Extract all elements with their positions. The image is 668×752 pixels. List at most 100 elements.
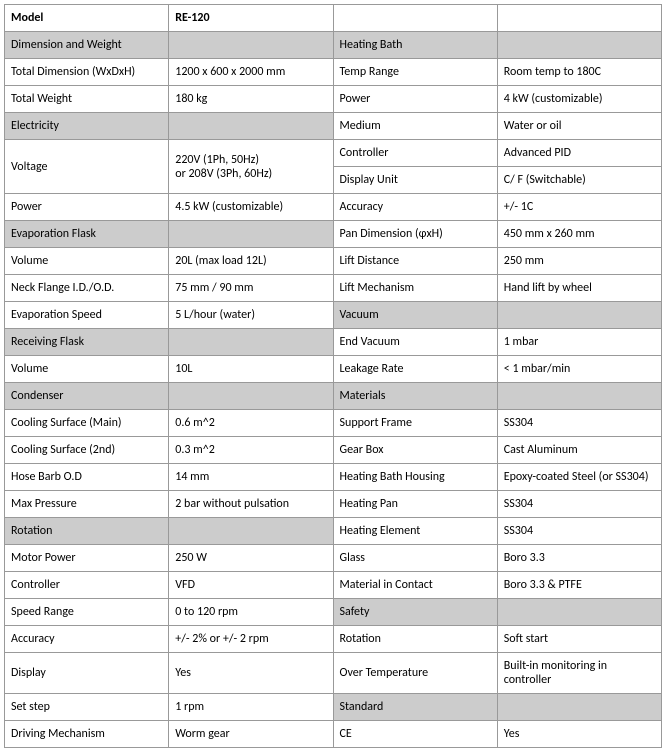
cell-2-c2: 180 kg <box>169 86 333 113</box>
table-row: Volume10LLeakage Rate< 1 mbar/min <box>5 356 662 383</box>
cell-9-c3: Lift Mechanism <box>333 275 497 302</box>
cell-8-c4: 250 mm <box>497 248 661 275</box>
cell-10-c4 <box>497 302 661 329</box>
cell-3-c3: Medium <box>333 113 497 140</box>
cell-21-c4 <box>497 599 661 626</box>
cell-22-c2: +/- 2% or +/- 2 rpm <box>169 626 333 653</box>
cell-3-c4: Water or oil <box>497 113 661 140</box>
cell-0-c1: Dimension and Weight <box>5 32 169 59</box>
cell-13-c3: Materials <box>333 383 497 410</box>
cell-23-c2: Yes <box>169 653 333 694</box>
cell-10-c1: Evaporation Speed <box>5 302 169 329</box>
cell-12-c4: < 1 mbar/min <box>497 356 661 383</box>
cell-h1: RE-120 <box>169 5 333 32</box>
cell-1-c2: 1200 x 600 x 2000 mm <box>169 59 333 86</box>
cell-15-c3: Gear Box <box>333 437 497 464</box>
cell-17-c2: 2 bar without pulsation <box>169 491 333 518</box>
cell-13-c2 <box>169 383 333 410</box>
cell-15-c1: Cooling Surface (2nd) <box>5 437 169 464</box>
cell-5-c4: C/ F (Switchable) <box>497 167 661 194</box>
cell-24-c2: 1 rpm <box>169 694 333 721</box>
cell-h0: Model <box>5 5 169 32</box>
cell-8-c1: Volume <box>5 248 169 275</box>
cell-12-c2: 10L <box>169 356 333 383</box>
cell-3-c1: Electricity <box>5 113 169 140</box>
cell-2-c4: 4 kW (customizable) <box>497 86 661 113</box>
cell-12-c3: Leakage Rate <box>333 356 497 383</box>
cell-18-c1: Rotation <box>5 518 169 545</box>
cell-23-c3: Over Temperature <box>333 653 497 694</box>
cell-9-c2: 75 mm / 90 mm <box>169 275 333 302</box>
table-row: Total Weight180 kgPower4 kW (customizabl… <box>5 86 662 113</box>
cell-25-c4: Yes <box>497 721 661 748</box>
cell-21-c1: Speed Range <box>5 599 169 626</box>
cell-19-c3: Glass <box>333 545 497 572</box>
cell-h2 <box>333 5 497 32</box>
cell-11-c1: Receiving Flask <box>5 329 169 356</box>
cell-23-c1: Display <box>5 653 169 694</box>
cell-25-c1: Driving Mechanism <box>5 721 169 748</box>
cell-24-c3: Standard <box>333 694 497 721</box>
cell-7-c4: 450 mm x 260 mm <box>497 221 661 248</box>
cell-3-c2 <box>169 113 333 140</box>
table-row: Driving MechanismWorm gearCEYes <box>5 721 662 748</box>
cell-21-c3: Safety <box>333 599 497 626</box>
cell-14-c4: SS304 <box>497 410 661 437</box>
table-row: Motor Power250 WGlassBoro 3.3 <box>5 545 662 572</box>
cell-23-c4: Built-in monitoring in controller <box>497 653 661 694</box>
cell-5-c3: Display Unit <box>333 167 497 194</box>
cell-1-c3: Temp Range <box>333 59 497 86</box>
cell-4-c1: Voltage <box>5 140 169 194</box>
cell-14-c1: Cooling Surface (Main) <box>5 410 169 437</box>
cell-25-c3: CE <box>333 721 497 748</box>
cell-22-c4: Soft start <box>497 626 661 653</box>
cell-17-c1: Max Pressure <box>5 491 169 518</box>
cell-6-c4: +/- 1C <box>497 194 661 221</box>
cell-1-c1: Total Dimension (WxDxH) <box>5 59 169 86</box>
cell-20-c2: VFD <box>169 572 333 599</box>
cell-24-c1: Set step <box>5 694 169 721</box>
cell-6-c1: Power <box>5 194 169 221</box>
cell-13-c1: Condenser <box>5 383 169 410</box>
cell-11-c4: 1 mbar <box>497 329 661 356</box>
table-row: Volume20L (max load 12L)Lift Distance250… <box>5 248 662 275</box>
table-row: Voltage220V (1Ph, 50Hz)or 208V (3Ph, 60H… <box>5 140 662 167</box>
cell-9-c4: Hand lift by wheel <box>497 275 661 302</box>
cell-6-c2: 4.5 kW (customizable) <box>169 194 333 221</box>
cell-17-c3: Heating Pan <box>333 491 497 518</box>
cell-8-c3: Lift Distance <box>333 248 497 275</box>
table-row: RotationHeating ElementSS304 <box>5 518 662 545</box>
cell-21-c2: 0 to 120 rpm <box>169 599 333 626</box>
cell-1-c4: Room temp to 180C <box>497 59 661 86</box>
cell-10-c2: 5 L/hour (water) <box>169 302 333 329</box>
table-row: Cooling Surface (Main)0.6 m^2Support Fra… <box>5 410 662 437</box>
table-row: Max Pressure2 bar without pulsationHeati… <box>5 491 662 518</box>
cell-20-c1: Controller <box>5 572 169 599</box>
cell-0-c3: Heating Bath <box>333 32 497 59</box>
table-row: Dimension and Weight Heating Bath <box>5 32 662 59</box>
cell-h3 <box>497 5 661 32</box>
cell-11-c3: End Vacuum <box>333 329 497 356</box>
table-row: Set step1 rpmStandard <box>5 694 662 721</box>
cell-10-c3: Vacuum <box>333 302 497 329</box>
table-row: Accuracy+/- 2% or +/- 2 rpmRotationSoft … <box>5 626 662 653</box>
cell-8-c2: 20L (max load 12L) <box>169 248 333 275</box>
cell-16-c3: Heating Bath Housing <box>333 464 497 491</box>
cell-24-c4 <box>497 694 661 721</box>
cell-14-c3: Support Frame <box>333 410 497 437</box>
table-row: Power4.5 kW (customizable)Accuracy+/- 1C <box>5 194 662 221</box>
cell-7-c1: Evaporation Flask <box>5 221 169 248</box>
cell-0-c2 <box>169 32 333 59</box>
table-row: Speed Range0 to 120 rpmSafety <box>5 599 662 626</box>
cell-7-c2 <box>169 221 333 248</box>
cell-19-c4: Boro 3.3 <box>497 545 661 572</box>
cell-7-c3: Pan Dimension (φxH) <box>333 221 497 248</box>
table-row: Evaporation Flask Pan Dimension (φxH)450 … <box>5 221 662 248</box>
table-row: Neck Flange I.D./O.D.75 mm / 90 mmLift M… <box>5 275 662 302</box>
cell-22-c3: Rotation <box>333 626 497 653</box>
cell-25-c2: Worm gear <box>169 721 333 748</box>
table-row: ControllerVFDMaterial in ContactBoro 3.3… <box>5 572 662 599</box>
table-row: Electricity MediumWater or oil <box>5 113 662 140</box>
cell-13-c4 <box>497 383 661 410</box>
cell-18-c3: Heating Element <box>333 518 497 545</box>
